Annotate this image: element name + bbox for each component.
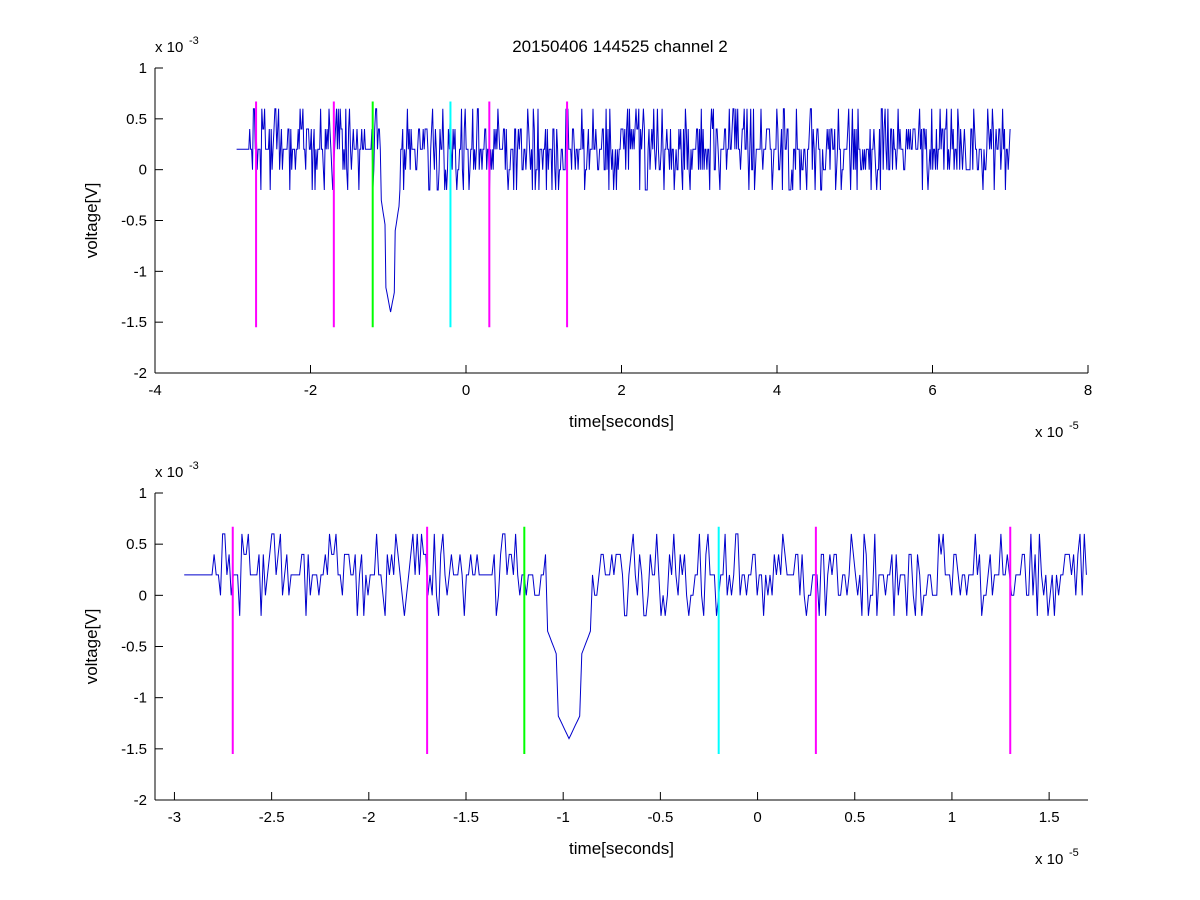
x-multiplier: x 10 xyxy=(1035,851,1063,868)
x-tick-label: 0.5 xyxy=(844,809,865,826)
chart-1: -4 -2 0 2 4 6 8-2-1.5-1-0.500.51x 10 -3x 10 -5ti… xyxy=(82,35,1092,441)
x-tick-label: -2.5 xyxy=(259,809,285,826)
x-tick-label: -3 xyxy=(168,809,181,826)
x-multiplier-exponent: -5 xyxy=(1069,420,1079,432)
y-tick-label: 0.5 xyxy=(126,111,147,128)
y-multiplier-exponent: -3 xyxy=(189,35,199,47)
y-tick-label: 0 xyxy=(139,587,147,604)
y-tick-label: -0.5 xyxy=(121,639,147,656)
x-tick-label: -2 xyxy=(362,809,375,826)
x-tick-label: 1.5 xyxy=(1039,809,1060,826)
y-tick-label: -1 xyxy=(134,263,147,280)
y-tick-label: 0 xyxy=(139,162,147,179)
figure-title: 20150406 144525 channel 2 xyxy=(512,37,728,56)
y-tick-label: -1.5 xyxy=(121,741,147,758)
y-tick-label: -0.5 xyxy=(121,213,147,230)
signal-trace xyxy=(184,533,1087,740)
x-axis-label: time[seconds] xyxy=(569,839,674,858)
y-tick-label: -1 xyxy=(134,690,147,707)
x-tick-label: -1 xyxy=(557,809,570,826)
y-multiplier: x 10 xyxy=(155,39,183,56)
y-multiplier-exponent: -3 xyxy=(189,460,199,472)
y-tick-label: 0.5 xyxy=(126,536,147,553)
y-tick-label: 1 xyxy=(139,60,147,77)
x-tick-label: -0.5 xyxy=(647,809,673,826)
y-tick-label: -2 xyxy=(134,365,147,382)
x-tick-label: 4 xyxy=(773,382,781,399)
y-multiplier: x 10 xyxy=(155,464,183,481)
x-tick-label: 2 xyxy=(617,382,625,399)
y-tick-label: 1 xyxy=(139,485,147,502)
x-tick-label: -4 xyxy=(148,382,161,399)
x-tick-label: 0 xyxy=(753,809,761,826)
plots: -4 -2 0 2 4 6 8-2-1.5-1-0.500.51x 10 -3x 10 -5ti… xyxy=(82,35,1092,868)
x-tick-label: -2 xyxy=(304,382,317,399)
y-tick-label: -2 xyxy=(134,792,147,809)
x-axis-label: time[seconds] xyxy=(569,412,674,431)
x-tick-label: 8 xyxy=(1084,382,1092,399)
x-multiplier: x 10 xyxy=(1035,424,1063,441)
y-axis-label: voltage[V] xyxy=(82,609,101,685)
signal-trace xyxy=(236,108,1011,313)
x-tick-label: 6 xyxy=(928,382,936,399)
x-tick-label: 1 xyxy=(948,809,956,826)
x-multiplier-exponent: -5 xyxy=(1069,847,1079,859)
chart-2: -3 -2.5 -2 -1.5 -1 -0.5 0 0.5 1 1.5 -2 -1.5 -1 -0.5 0 0… xyxy=(82,460,1088,868)
x-tick-label: 0 xyxy=(462,382,470,399)
y-axis-label: voltage[V] xyxy=(82,183,101,259)
x-tick-label: -1.5 xyxy=(453,809,479,826)
y-tick-label: -1.5 xyxy=(121,314,147,331)
